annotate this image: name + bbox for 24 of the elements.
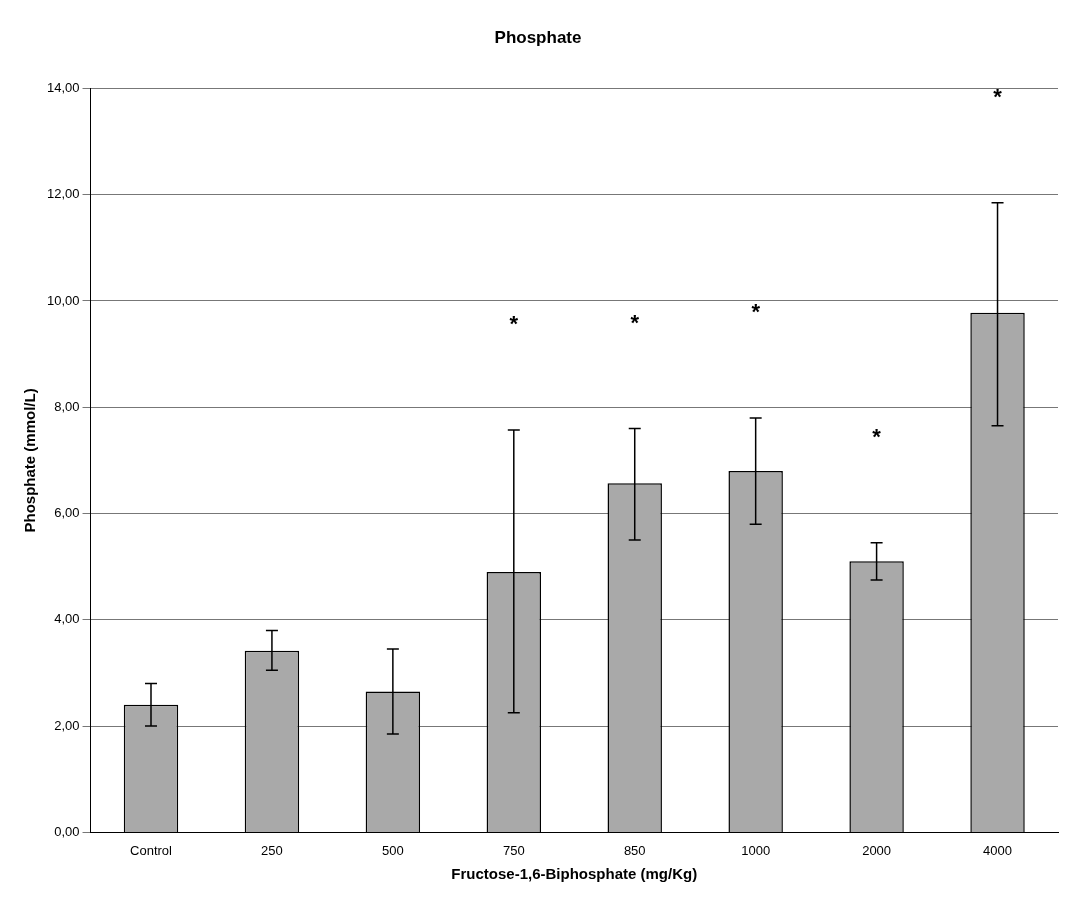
y-tick-label: 2,00 (54, 717, 80, 733)
y-tick-label: 8,00 (54, 398, 80, 414)
x-tick-label: 850 (623, 842, 646, 858)
x-tick-label: 750 (502, 842, 525, 858)
x-tick-label: 500 (382, 842, 404, 858)
y-tick-label: 6,00 (54, 505, 80, 521)
y-tick-label: 12,00 (46, 186, 80, 202)
y-axis-title: Phosphate (mmol/L) (21, 388, 39, 533)
annotation: * (993, 83, 1003, 109)
x-tick-label: 2000 (862, 842, 892, 858)
annotation: * (751, 298, 761, 324)
y-tick-label: 0,00 (54, 823, 80, 839)
y-tick-label: 10,00 (46, 292, 80, 308)
annotation: * (509, 311, 519, 337)
annotation: * (872, 423, 882, 449)
annotation: * (630, 309, 640, 335)
x-tick-label: Control (130, 842, 173, 858)
x-tick-label: 1000 (741, 842, 771, 858)
chart-title: Phosphate (494, 27, 582, 47)
y-tick-label: 4,00 (54, 611, 80, 627)
y-tick-label: 14,00 (46, 79, 80, 95)
x-tick-label: 250 (261, 842, 283, 858)
x-axis-title: Fructose-1,6-Biphosphate (mg/Kg) (451, 865, 698, 883)
x-tick-label: 4000 (983, 842, 1012, 858)
